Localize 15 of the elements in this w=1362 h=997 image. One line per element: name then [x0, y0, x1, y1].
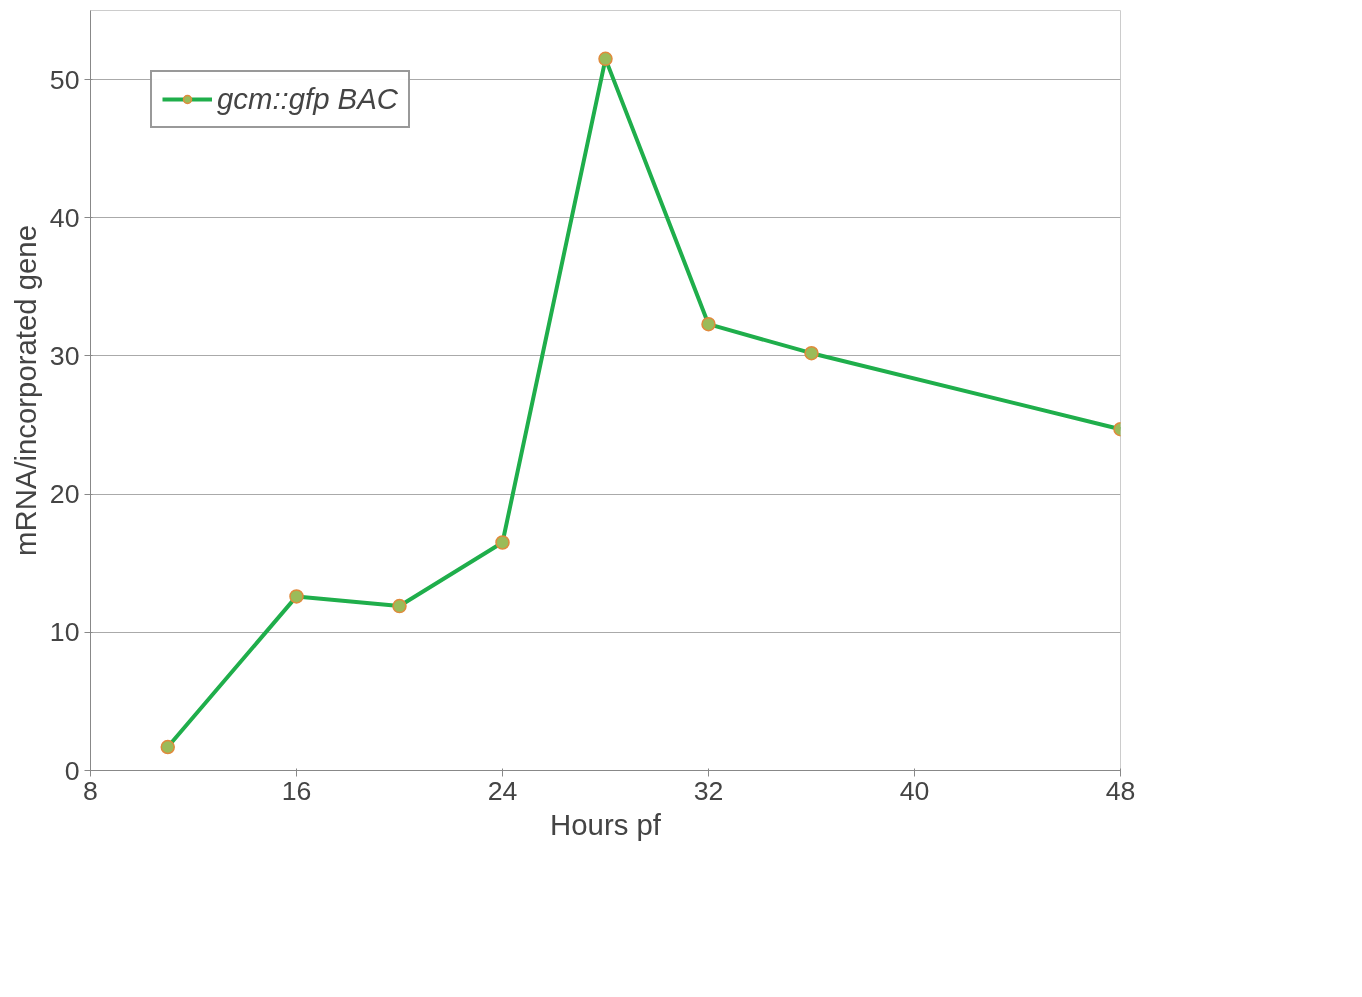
- legend-label: gcm::gfp BAC: [217, 82, 398, 116]
- x-axis-title: Hours pf: [550, 807, 662, 841]
- x-tick-label: 24: [487, 775, 518, 806]
- y-tick-label: 10: [49, 617, 80, 648]
- y-tick-label: 30: [49, 340, 80, 371]
- x-tick-label: 40: [899, 775, 930, 806]
- x-tick-label: 16: [281, 775, 312, 806]
- y-tick-label: 40: [49, 202, 80, 233]
- x-tick-label: 48: [1105, 775, 1136, 806]
- x-tick-label: 32: [693, 775, 724, 806]
- y-tick-label: 50: [49, 64, 80, 95]
- y-tick-label: 20: [49, 479, 80, 510]
- y-axis-title: mRNA/incorporated gene: [8, 225, 42, 556]
- y-tick-label: 0: [64, 755, 80, 786]
- x-tick-label: 8: [83, 775, 98, 806]
